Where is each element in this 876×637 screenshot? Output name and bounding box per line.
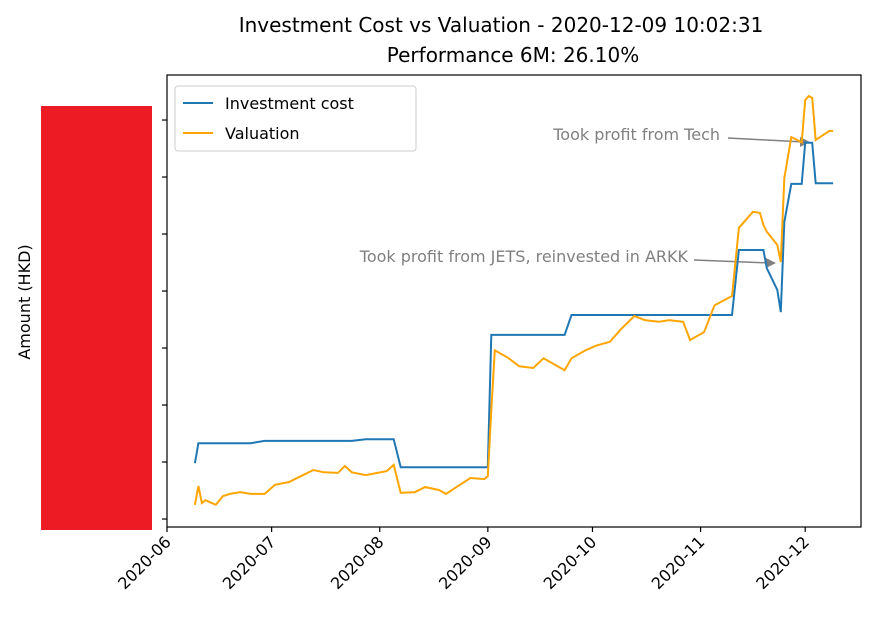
series-line xyxy=(193,141,834,469)
annotation-arrowhead xyxy=(766,258,776,268)
x-tick-label: 2020-07 xyxy=(219,532,280,593)
chart-subtitle: Performance 6M: 26.10% xyxy=(387,43,639,67)
annotation: Took profit from Tech xyxy=(552,125,720,144)
x-tick-label: 2020-11 xyxy=(648,532,709,593)
x-tick-label: 2020-09 xyxy=(435,532,496,593)
x-tick-label: 2020-06 xyxy=(114,532,175,593)
redaction xyxy=(41,106,152,530)
x-tick-label: 2020-12 xyxy=(752,532,813,593)
legend-label: Investment cost xyxy=(225,94,354,113)
legend-box xyxy=(174,85,417,152)
series-line xyxy=(193,94,834,507)
legend-label: Valuation xyxy=(225,124,300,143)
plot-frame xyxy=(166,74,862,528)
chart-title: Investment Cost vs Valuation - 2020-12-0… xyxy=(239,13,764,37)
y-axis-label: Amount (HKD) xyxy=(15,244,34,359)
x-tick-label: 2020-10 xyxy=(540,532,601,593)
annotation-arrow xyxy=(693,259,771,264)
annotation: Took profit from JETS, reinvested in ARK… xyxy=(359,247,689,266)
x-tick-label: 2020-08 xyxy=(327,532,388,593)
